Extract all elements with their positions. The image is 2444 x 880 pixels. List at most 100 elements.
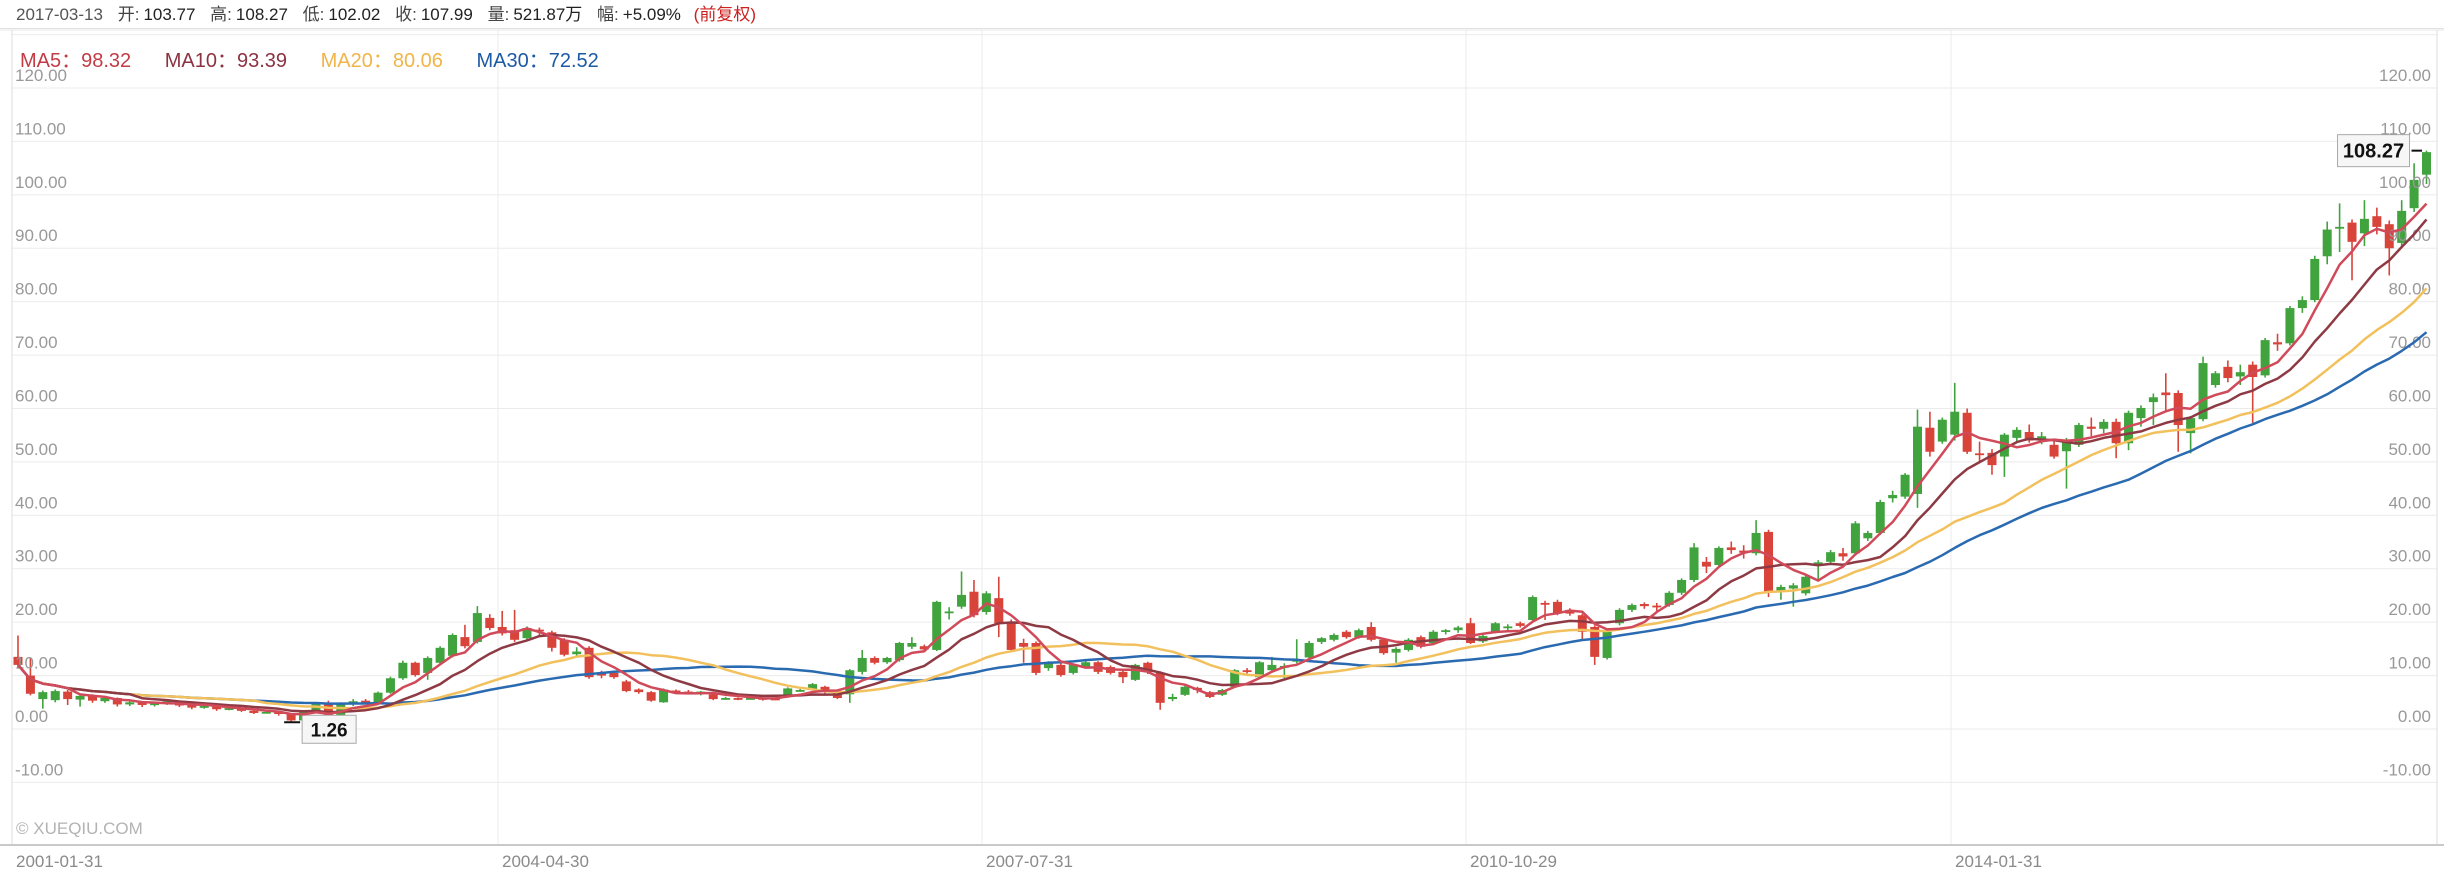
candle[interactable]: [1937, 417, 1947, 444]
candle[interactable]: [1788, 583, 1798, 607]
candle[interactable]: [1043, 661, 1053, 671]
candle[interactable]: [1875, 499, 1885, 536]
candle[interactable]: [597, 670, 607, 679]
candle[interactable]: [2359, 200, 2369, 247]
candle[interactable]: [249, 710, 259, 715]
candle[interactable]: [2049, 440, 2059, 459]
candle[interactable]: [125, 700, 135, 707]
candle[interactable]: [1503, 624, 1513, 631]
candle[interactable]: [1490, 622, 1500, 634]
candle[interactable]: [261, 710, 271, 714]
candle[interactable]: [2161, 373, 2171, 412]
candle[interactable]: [1652, 602, 1662, 611]
candle[interactable]: [212, 705, 222, 711]
candle[interactable]: [1850, 521, 1860, 556]
candle[interactable]: [1590, 625, 1600, 665]
candle[interactable]: [2074, 422, 2084, 447]
candle[interactable]: [2210, 371, 2220, 388]
candle[interactable]: [1267, 656, 1277, 672]
candle[interactable]: [857, 649, 867, 675]
candle[interactable]: [1677, 578, 1687, 595]
candle[interactable]: [2335, 203, 2345, 252]
candle[interactable]: [1068, 663, 1078, 675]
candle[interactable]: [721, 696, 731, 700]
candle[interactable]: [1515, 621, 1525, 628]
candle[interactable]: [733, 697, 743, 701]
candle[interactable]: [1304, 640, 1314, 660]
candle[interactable]: [398, 660, 408, 680]
candle[interactable]: [2124, 410, 2134, 451]
candle[interactable]: [286, 713, 296, 723]
candle[interactable]: [1130, 663, 1140, 681]
candle[interactable]: [932, 600, 942, 652]
candle[interactable]: [1975, 441, 1985, 463]
candle[interactable]: [1081, 660, 1091, 669]
candle[interactable]: [957, 571, 967, 609]
candle[interactable]: [2409, 163, 2419, 212]
candle[interactable]: [783, 687, 793, 697]
candle[interactable]: [1155, 671, 1165, 710]
candle[interactable]: [1912, 409, 1922, 508]
candle[interactable]: [2111, 418, 2121, 459]
candle[interactable]: [75, 693, 85, 707]
candle[interactable]: [100, 696, 110, 703]
candle[interactable]: [1888, 490, 1898, 503]
candle[interactable]: [448, 633, 458, 658]
candle[interactable]: [2422, 150, 2432, 185]
adjust-mode-label[interactable]: (前复权): [693, 5, 756, 24]
candle[interactable]: [1403, 638, 1413, 652]
candle[interactable]: [1999, 433, 2009, 477]
candle[interactable]: [1143, 661, 1153, 674]
candle[interactable]: [808, 683, 818, 691]
candle[interactable]: [969, 579, 979, 618]
candle[interactable]: [1180, 685, 1190, 696]
candle[interactable]: [2136, 405, 2146, 427]
candle[interactable]: [1540, 600, 1550, 621]
candle[interactable]: [1354, 628, 1364, 639]
candle[interactable]: [187, 704, 197, 710]
candle[interactable]: [1428, 630, 1438, 645]
candle[interactable]: [870, 656, 880, 665]
candle[interactable]: [708, 693, 718, 701]
candle[interactable]: [1987, 449, 1997, 475]
candle[interactable]: [485, 614, 495, 631]
candle[interactable]: [1317, 637, 1327, 645]
candle[interactable]: [87, 694, 97, 703]
candle[interactable]: [1639, 602, 1649, 609]
candle[interactable]: [559, 638, 569, 657]
candle[interactable]: [1602, 630, 1612, 660]
candle[interactable]: [1441, 629, 1451, 635]
candle[interactable]: [510, 609, 520, 642]
candle[interactable]: [373, 691, 383, 704]
candle[interactable]: [410, 661, 420, 677]
candle[interactable]: [944, 607, 954, 620]
candle[interactable]: [2260, 337, 2270, 378]
candle[interactable]: [1466, 617, 1476, 645]
candle[interactable]: [1863, 530, 1873, 541]
candle[interactable]: [572, 647, 582, 658]
candle[interactable]: [2186, 415, 2196, 454]
candle[interactable]: [472, 606, 482, 644]
candle[interactable]: [907, 637, 917, 649]
candle[interactable]: [25, 657, 35, 696]
candle[interactable]: [1664, 591, 1674, 607]
candle[interactable]: [2310, 255, 2320, 303]
candle[interactable]: [13, 635, 23, 669]
candle[interactable]: [38, 690, 48, 709]
candle[interactable]: [1552, 599, 1562, 616]
candle[interactable]: [1453, 625, 1463, 633]
candle[interactable]: [1255, 661, 1264, 679]
candle[interactable]: [1019, 638, 1029, 663]
candle[interactable]: [547, 630, 557, 652]
candle[interactable]: [361, 699, 371, 705]
candle[interactable]: [1615, 608, 1625, 626]
candle[interactable]: [1950, 382, 1960, 441]
candle[interactable]: [1689, 543, 1699, 583]
candle[interactable]: [1751, 520, 1761, 556]
candle[interactable]: [1764, 529, 1774, 598]
candle[interactable]: [1627, 603, 1637, 613]
candle[interactable]: [2248, 361, 2258, 423]
candle[interactable]: [621, 679, 631, 693]
candle[interactable]: [50, 689, 60, 703]
candle[interactable]: [1341, 630, 1351, 639]
